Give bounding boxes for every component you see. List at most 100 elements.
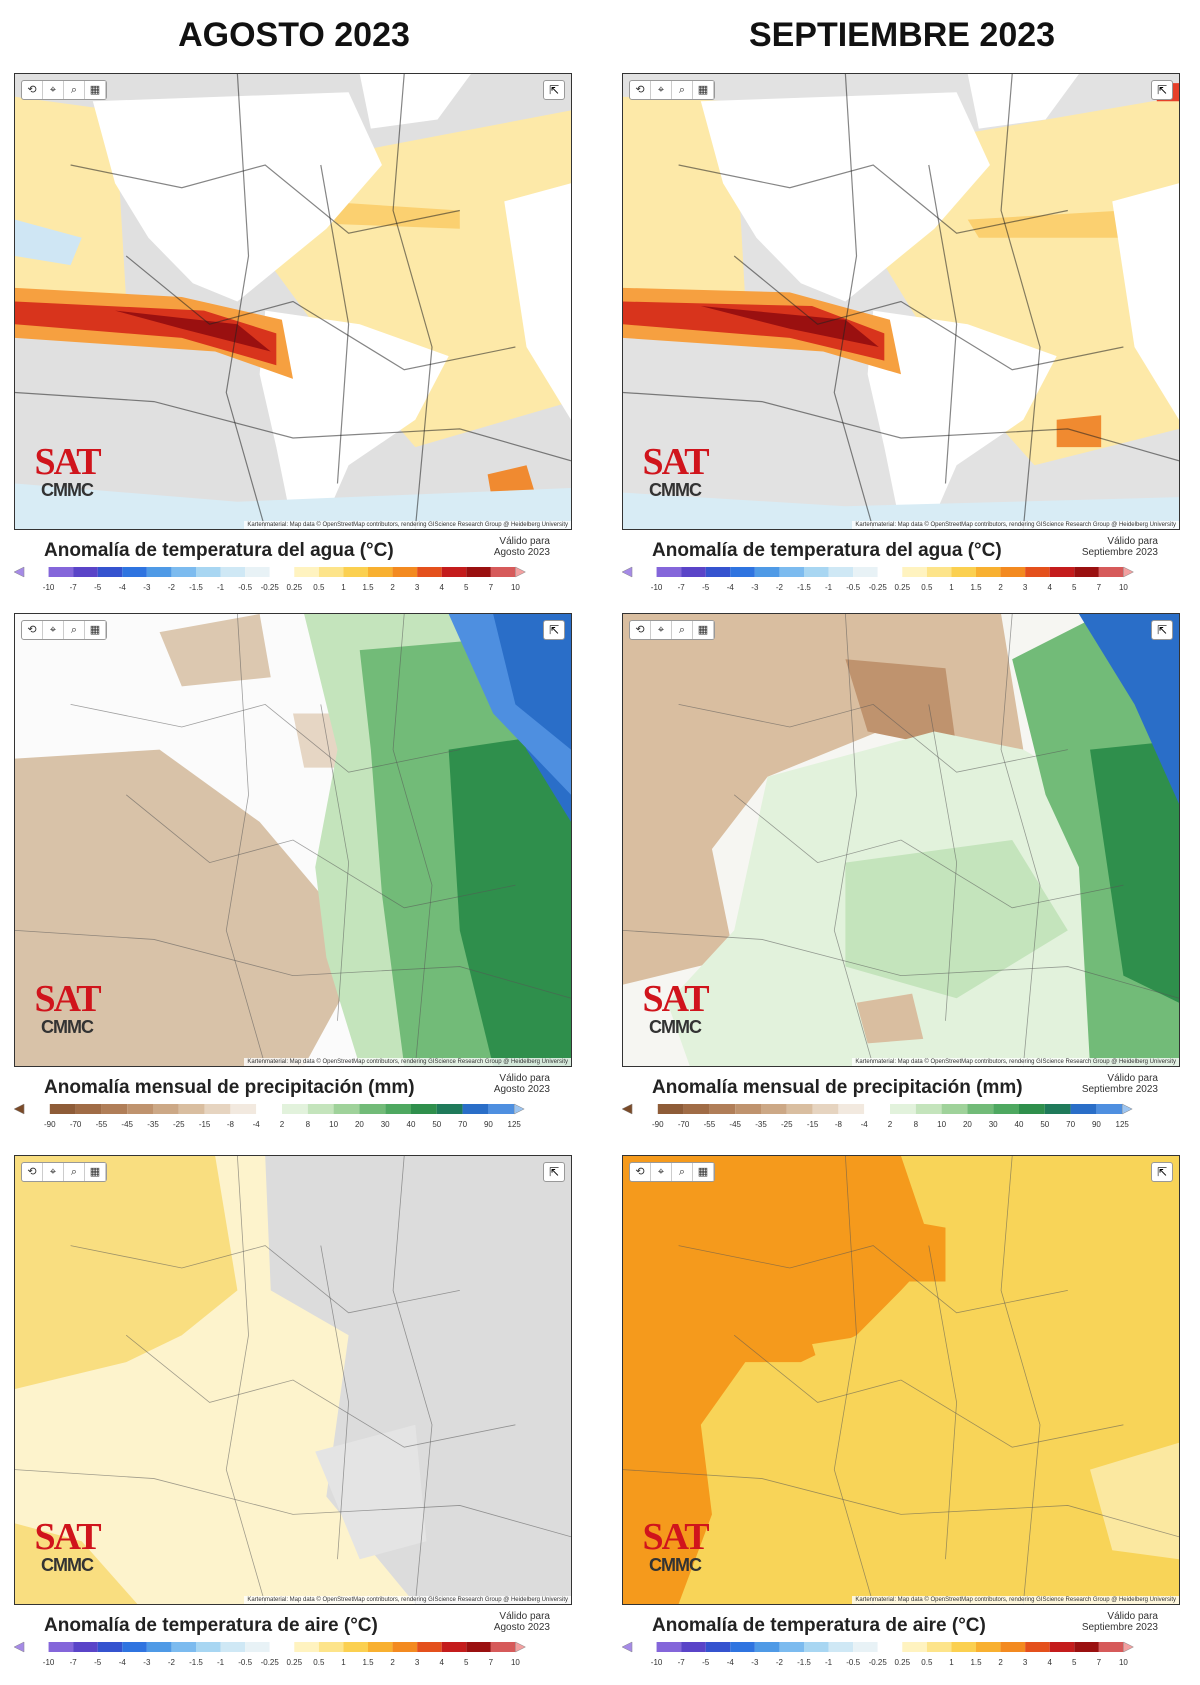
colorbar-swatch	[256, 1104, 282, 1114]
colorbar-label: -4	[253, 1120, 261, 1129]
colorbar-label: 0.25	[894, 583, 910, 592]
colorbar-label: -25	[173, 1120, 185, 1129]
export-button[interactable]: ⇱	[543, 620, 565, 640]
colorbar-label: 4	[1047, 583, 1052, 592]
toolbar-button[interactable]: ⌕	[64, 621, 85, 639]
colorbar-swatch	[441, 1642, 467, 1652]
colorbar-swatch	[146, 1642, 172, 1652]
valid-period: Septiembre 2023	[1081, 547, 1158, 558]
colorbar-swatch	[294, 1642, 319, 1652]
colorbar-swatch	[343, 567, 368, 577]
toolbar-button[interactable]: ⌕	[672, 81, 693, 99]
colorbar-swatch	[73, 567, 98, 577]
colorbar-swatch	[683, 1104, 710, 1114]
border-line	[679, 1246, 1068, 1313]
colorbar-swatch	[951, 567, 976, 577]
logo-mark: SAT	[34, 978, 101, 1020]
map-region	[448, 731, 571, 1066]
colorbar-arrow	[1123, 1641, 1134, 1653]
toolbar-button[interactable]: ▦	[693, 621, 714, 639]
colorbar-swatch	[705, 567, 731, 577]
colorbar-label: -0.25	[869, 1658, 888, 1667]
logo-org: CMMC	[41, 1555, 94, 1575]
export-button[interactable]: ⇱	[543, 80, 565, 100]
map-image	[623, 1156, 1179, 1604]
colorbar-label: 10	[329, 1120, 338, 1129]
toolbar-button[interactable]: ⌖	[43, 81, 64, 99]
export-button[interactable]: ⇱	[1151, 620, 1173, 640]
colorbar-swatch	[245, 1642, 270, 1652]
toolbar-button[interactable]: ⟲	[22, 81, 43, 99]
map-region	[1090, 740, 1179, 1003]
toolbar-button[interactable]: ⟲	[630, 621, 651, 639]
toolbar-button[interactable]: ⟲	[22, 1163, 43, 1181]
export-button[interactable]: ⇱	[1151, 1162, 1173, 1182]
toolbar-button[interactable]: ▦	[693, 81, 714, 99]
map-panel: ⟲ ⌖ ⌕ ▦ ⇱ Kartenmaterial: Map data © OpenStre…	[622, 613, 1180, 1067]
logo-org: CMMC	[41, 480, 94, 500]
colorbar-label: -4	[119, 1658, 127, 1667]
export-button[interactable]: ⇱	[543, 1162, 565, 1182]
colorbar-label: -0.25	[261, 1658, 280, 1667]
colorbar-label: -35	[755, 1120, 767, 1129]
colorbar-label: -55	[96, 1120, 108, 1129]
toolbar-button[interactable]: ⌕	[672, 1163, 693, 1181]
colorbar-swatch	[282, 1104, 308, 1114]
map-attribution: Kartenmaterial: Map data © OpenStreetMap…	[244, 1596, 571, 1604]
toolbar-button[interactable]: ⌖	[43, 621, 64, 639]
map-panel: ⟲ ⌖ ⌕ ▦ ⇱ Kartenmaterial: Map data © OpenStre…	[622, 1155, 1180, 1605]
colorbar-label: 5	[1072, 583, 1077, 592]
colorbar-label: 20	[355, 1120, 364, 1129]
colorbar-swatch	[307, 1104, 334, 1114]
colorbar-swatch	[127, 1104, 153, 1114]
logo-org: CMMC	[649, 1555, 702, 1575]
toolbar-button[interactable]: ⌖	[651, 1163, 672, 1181]
logo: SAT CMMC	[27, 443, 107, 501]
colorbar-swatch	[73, 1642, 98, 1652]
logo: SAT CMMC	[27, 978, 107, 1038]
colorbar-swatch	[1074, 1642, 1099, 1652]
colorbar-swatch	[812, 1104, 839, 1114]
map-region	[867, 310, 1057, 529]
map-region	[92, 92, 382, 302]
colorbar-swatch	[220, 567, 246, 577]
colorbar-swatch	[1070, 1104, 1097, 1114]
colorbar-swatch	[926, 567, 952, 577]
border-line	[321, 1246, 349, 1560]
colorbar-label: 0.25	[286, 583, 302, 592]
map-region	[1090, 1442, 1179, 1560]
colorbar-swatch	[877, 567, 903, 577]
toolbar-button[interactable]: ⌕	[64, 1163, 85, 1181]
colorbar-swatch	[1019, 1104, 1045, 1114]
toolbar-button[interactable]: ⟲	[630, 81, 651, 99]
toolbar-button[interactable]: ⌕	[64, 81, 85, 99]
colorbar-label: 1.5	[970, 583, 982, 592]
toolbar-button[interactable]: ⟲	[22, 621, 43, 639]
colorbar-swatch	[294, 567, 319, 577]
toolbar-button[interactable]: ⌖	[651, 621, 672, 639]
export-button[interactable]: ⇱	[1151, 80, 1173, 100]
colorbar-label: -10	[651, 583, 663, 592]
colorbar-label: 2	[280, 1120, 285, 1129]
colorbar-swatch	[657, 1104, 684, 1114]
colorbar-swatch	[153, 1104, 179, 1114]
colorbar-arrow	[515, 566, 526, 578]
border-line	[15, 393, 571, 461]
colorbar-label: -5	[94, 583, 102, 592]
border-line	[1001, 614, 1040, 1066]
toolbar-button[interactable]: ⌖	[43, 1163, 64, 1181]
colorbar-swatch	[368, 1642, 393, 1652]
toolbar-button[interactable]: ⌖	[651, 81, 672, 99]
colorbar-label: -10	[43, 583, 55, 592]
map-attribution: Kartenmaterial: Map data © OpenStreetMap…	[852, 1596, 1179, 1604]
map-region	[845, 659, 957, 750]
toolbar-button[interactable]: ▦	[693, 1163, 714, 1181]
colorbar-swatch	[754, 567, 780, 577]
toolbar-button[interactable]: ▦	[85, 1163, 106, 1181]
toolbar-button[interactable]: ▦	[85, 621, 106, 639]
toolbar-button[interactable]: ⟲	[630, 1163, 651, 1181]
map-region	[15, 219, 82, 266]
colorbar-swatch	[122, 567, 147, 577]
toolbar-button[interactable]: ▦	[85, 81, 106, 99]
toolbar-button[interactable]: ⌕	[672, 621, 693, 639]
